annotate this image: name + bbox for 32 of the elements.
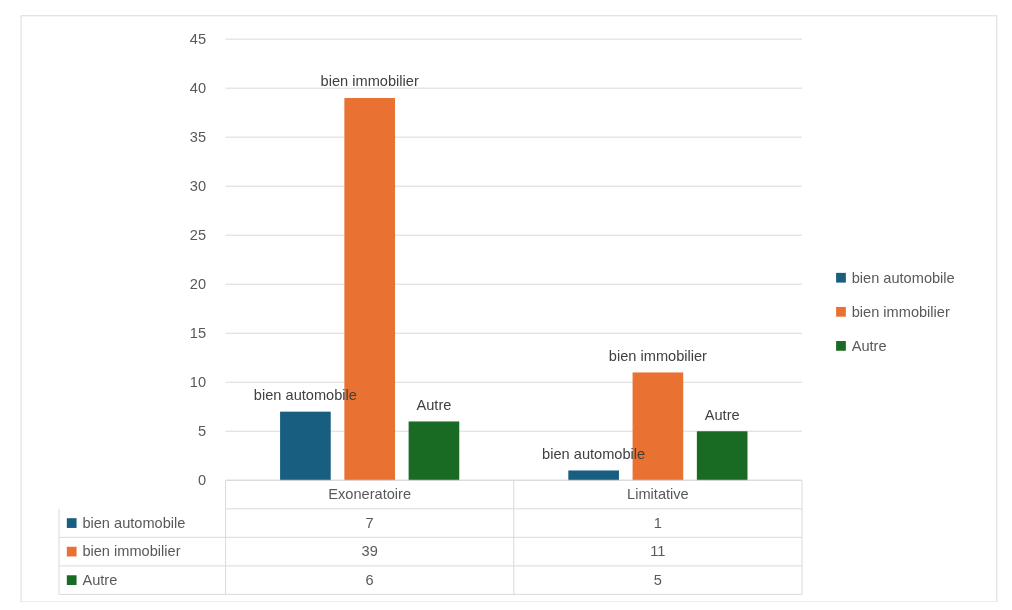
- data-label: 5: [653, 572, 662, 589]
- data-label: 11: [650, 543, 666, 560]
- data-label: 1: [653, 514, 662, 531]
- text: bien immobilier: [82, 543, 181, 560]
- text: Autre: [704, 406, 740, 423]
- y-tick-label: 25: [189, 227, 207, 244]
- legend-label: bien immobilier: [851, 303, 950, 320]
- y-tick-label: 0: [197, 472, 207, 489]
- text: bien immobilier: [320, 73, 419, 90]
- text: bien immobilier: [608, 347, 707, 364]
- y-tick-label: 45: [189, 31, 207, 48]
- y-tick-label: 20: [189, 276, 207, 293]
- data-label: 7: [365, 514, 374, 531]
- data-label: 39: [361, 543, 378, 560]
- y-tick-label: 15: [189, 325, 207, 342]
- bar: [696, 431, 748, 481]
- text: Autre: [82, 572, 118, 589]
- legend-label: bien automobile: [82, 514, 186, 531]
- y-tick-label: 40: [189, 80, 207, 97]
- y-tick-label: 30: [189, 178, 207, 195]
- bar: [568, 470, 619, 481]
- y-tick-label: 35: [189, 129, 207, 146]
- bar: [408, 421, 460, 481]
- x-tick-label: Limitative: [627, 486, 689, 503]
- data-label: 6: [365, 572, 374, 589]
- text: bien automobile: [851, 269, 955, 286]
- y-tick-label: 5: [197, 423, 207, 440]
- x-tick-label: Exoneratoire: [328, 486, 412, 503]
- bar: [280, 411, 331, 481]
- y-tick-label: 10: [189, 374, 207, 391]
- legend-label: Autre: [851, 337, 887, 354]
- text: Autre: [416, 396, 452, 413]
